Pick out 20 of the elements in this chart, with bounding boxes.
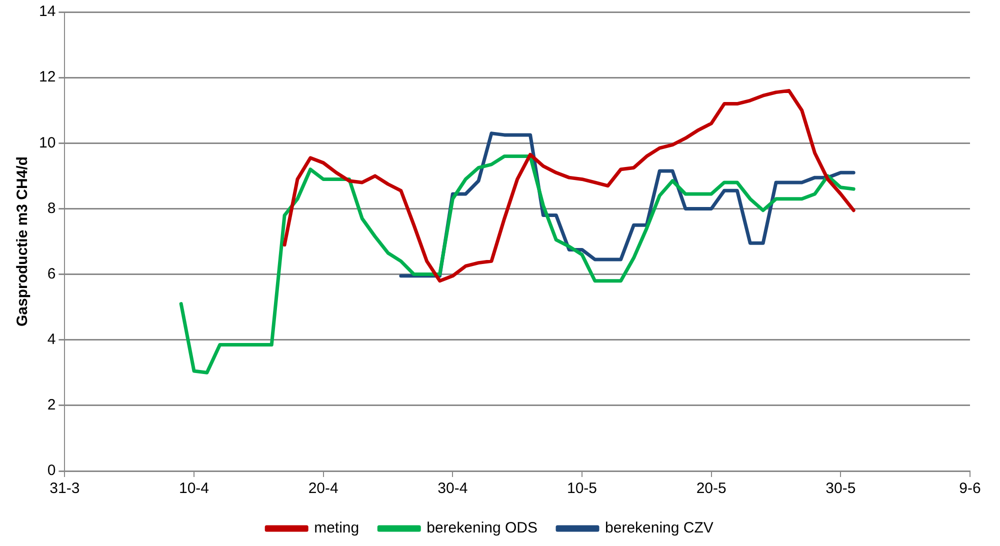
x-tick-label: 30-4 — [438, 480, 468, 498]
x-tick-label: 10-5 — [566, 480, 598, 498]
y-tick-label: 8 — [47, 200, 56, 217]
y-tick-label: 2 — [47, 396, 56, 414]
legend-label: berekening CZV — [605, 520, 714, 537]
y-tick-label: 0 — [47, 462, 56, 480]
y-tick-label: 6 — [47, 265, 56, 282]
x-tick-label: 9-6 — [959, 480, 981, 498]
legend-label: berekening ODS — [426, 520, 538, 537]
legend-label: meting — [314, 520, 360, 537]
x-tick-label: 30-5 — [826, 480, 856, 498]
y-tick-label: 14 — [38, 3, 56, 20]
x-tick-label: 31-3 — [50, 480, 80, 498]
y-tick-label: 10 — [38, 134, 56, 152]
y-axis-title: Gasproductie m3 CH4/d — [14, 156, 32, 327]
x-tick-label: 10-4 — [179, 480, 210, 498]
x-tick-label: 20-4 — [308, 480, 338, 498]
x-tick-label: 20-5 — [696, 480, 726, 498]
y-tick-label: 12 — [38, 68, 56, 86]
y-tick-label: 4 — [47, 331, 56, 348]
